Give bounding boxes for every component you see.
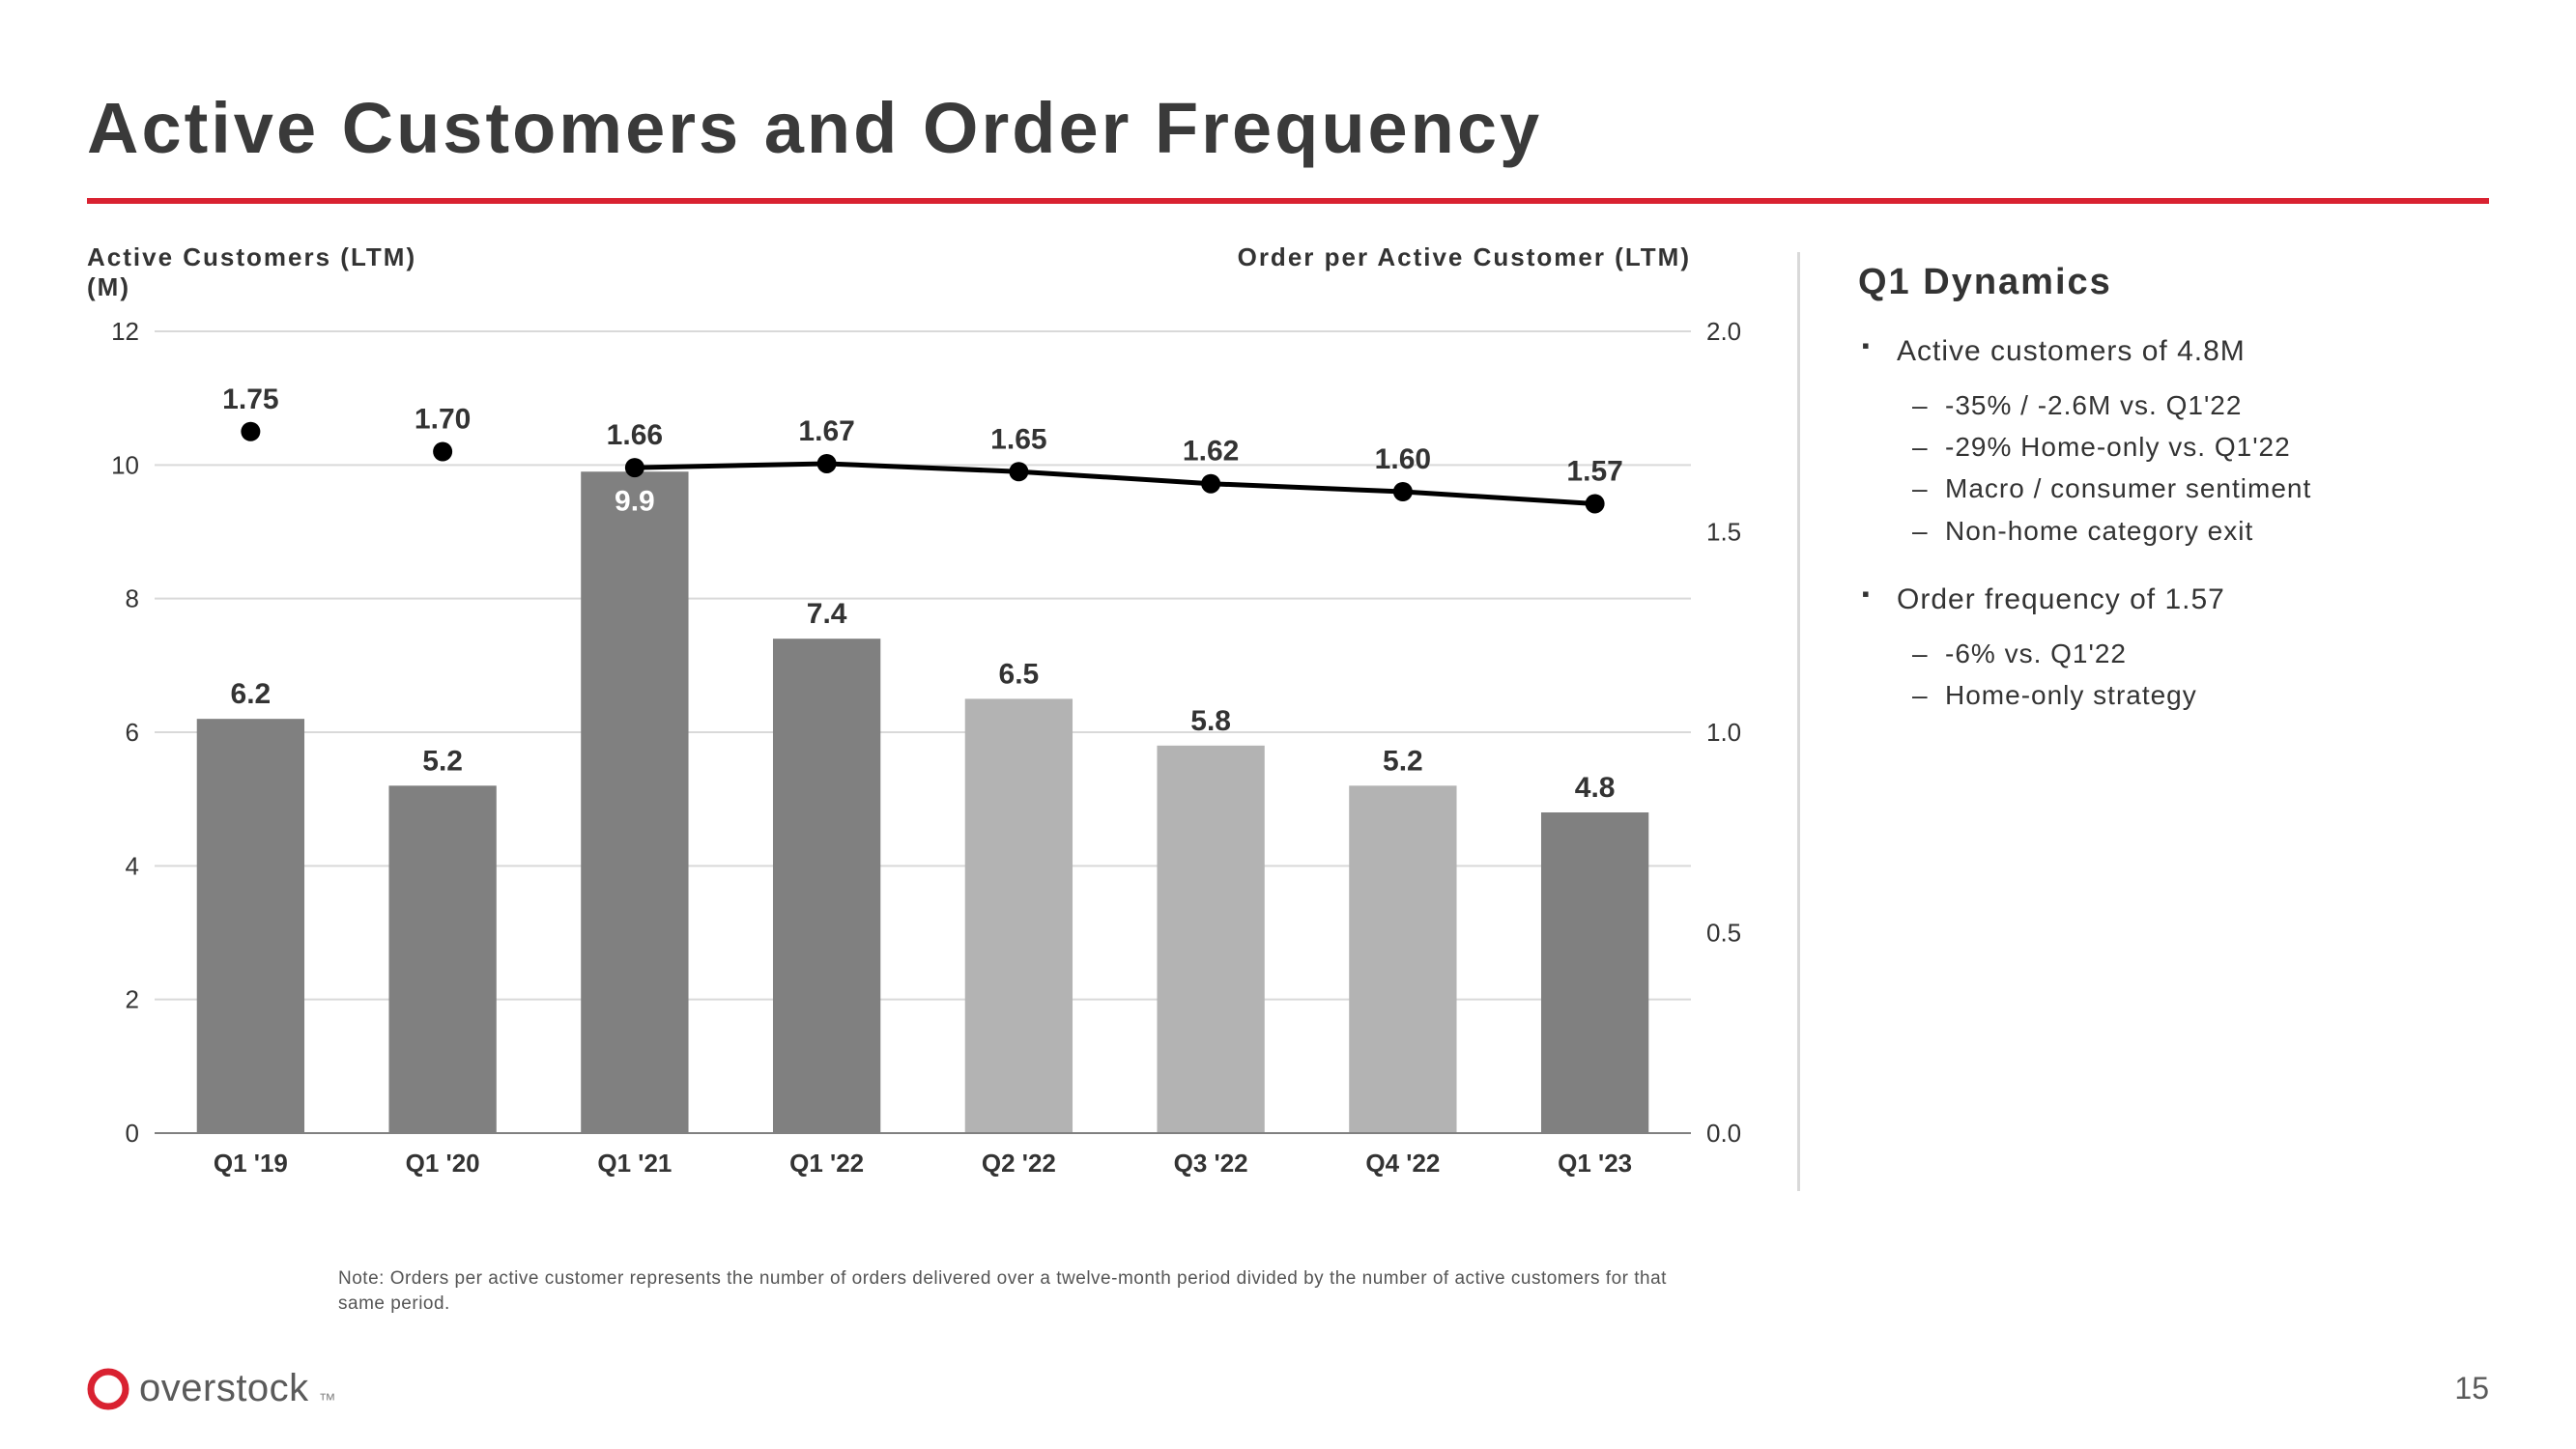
line-marker: [625, 458, 644, 477]
y-right-tick: 0.5: [1706, 919, 1741, 948]
line-label: 1.75: [222, 384, 278, 415]
y-left-tick: 0: [126, 1119, 139, 1148]
title-rule: [87, 198, 2489, 204]
sub-bullet-item: Non-home category exit: [1897, 510, 2489, 552]
vertical-divider: [1797, 252, 1800, 1191]
y-left-tick: 6: [126, 718, 139, 747]
side-bullets: Active customers of 4.8M-35% / -2.6M vs.…: [1858, 330, 2489, 716]
y-left-tick: 4: [126, 851, 139, 880]
line-marker: [1586, 494, 1605, 513]
bar: [1541, 812, 1648, 1133]
line-marker: [1201, 474, 1220, 494]
y-left-tick: 12: [111, 317, 139, 346]
x-category-label: Q1 '22: [789, 1149, 864, 1178]
bar: [965, 698, 1073, 1133]
y-right-tick: 1.5: [1706, 518, 1741, 547]
line-label: 1.65: [990, 423, 1046, 455]
bar: [388, 785, 496, 1133]
left-axis-title-2: (M): [87, 272, 130, 301]
line-marker: [433, 442, 452, 462]
sub-bullet-item: -29% Home-only vs. Q1'22: [1897, 426, 2489, 468]
bar: [1349, 785, 1456, 1133]
bullet-item: Order frequency of 1.57-6% vs. Q1'22Home…: [1858, 579, 2489, 716]
bar: [581, 471, 688, 1133]
logo: overstock ™: [87, 1367, 336, 1410]
logo-text: overstock: [139, 1367, 309, 1410]
right-axis-title: Order per Active Customer (LTM): [1238, 242, 1691, 271]
bar-label: 5.2: [422, 745, 463, 777]
bar-label: 7.4: [807, 598, 847, 630]
bar-label: 5.2: [1383, 745, 1423, 777]
x-category-label: Q2 '22: [982, 1149, 1056, 1178]
line-label: 1.70: [415, 404, 471, 436]
line-series: [635, 464, 1595, 504]
line-label: 1.62: [1183, 436, 1239, 468]
line-label: 1.57: [1566, 455, 1622, 487]
line-marker: [817, 454, 837, 473]
sub-bullet-item: Home-only strategy: [1897, 674, 2489, 716]
y-left-tick: 10: [111, 450, 139, 479]
bar-label: 6.2: [231, 678, 272, 710]
x-category-label: Q1 '19: [214, 1149, 288, 1178]
y-right-tick: 1.0: [1706, 718, 1741, 747]
line-marker: [1009, 462, 1028, 481]
line-label: 1.60: [1375, 443, 1431, 475]
line-label: 1.67: [798, 415, 854, 447]
left-axis-title-1: Active Customers (LTM): [87, 242, 416, 271]
bar-label: 6.5: [999, 658, 1040, 690]
chart-zone: Active Customers (LTM) (M) Order per Act…: [87, 242, 1759, 1249]
bar: [197, 719, 304, 1133]
side-panel: Q1 Dynamics Active customers of 4.8M-35%…: [1839, 242, 2489, 1249]
side-panel-title: Q1 Dynamics: [1858, 262, 2489, 303]
bar-label: 9.9: [615, 485, 655, 517]
x-category-label: Q1 '20: [406, 1149, 480, 1178]
bullet-item: Active customers of 4.8M-35% / -2.6M vs.…: [1858, 330, 2489, 552]
combo-chart: 0 2 4 6 8 10 12 0.0 0.5 1.0 1.5 2.0 6.2 5.2 9.9 7.4 6.5 5…: [87, 302, 1759, 1249]
line-marker: [1393, 482, 1413, 501]
slide-title: Active Customers and Order Frequency: [87, 87, 2489, 169]
sub-bullet-item: -35% / -2.6M vs. Q1'22: [1897, 384, 2489, 426]
x-category-label: Q3 '22: [1174, 1149, 1248, 1178]
x-category-label: Q1 '23: [1558, 1149, 1632, 1178]
y-right-tick: 0.0: [1706, 1119, 1741, 1148]
y-left-tick: 2: [126, 985, 139, 1014]
chart-svg: 0 2 4 6 8 10 12 0.0 0.5 1.0 1.5 2.0 6.2 5.2 9.9 7.4 6.5 5…: [87, 302, 1759, 1230]
y-left-tick: 8: [126, 584, 139, 613]
line-marker: [241, 422, 260, 441]
x-category-label: Q4 '22: [1365, 1149, 1440, 1178]
bar: [773, 639, 880, 1133]
bar-label: 4.8: [1575, 772, 1616, 804]
sub-bullet-item: Macro / consumer sentiment: [1897, 468, 2489, 509]
footnote: Note: Orders per active customer represe…: [338, 1266, 1672, 1316]
bar-label: 5.8: [1190, 705, 1231, 737]
logo-icon: [87, 1368, 129, 1410]
y-right-tick: 2.0: [1706, 317, 1741, 346]
bar: [1157, 746, 1264, 1133]
x-category-label: Q1 '21: [597, 1149, 672, 1178]
line-label: 1.66: [607, 419, 663, 451]
sub-bullet-item: -6% vs. Q1'22: [1897, 633, 2489, 674]
page-number: 15: [2454, 1371, 2489, 1406]
